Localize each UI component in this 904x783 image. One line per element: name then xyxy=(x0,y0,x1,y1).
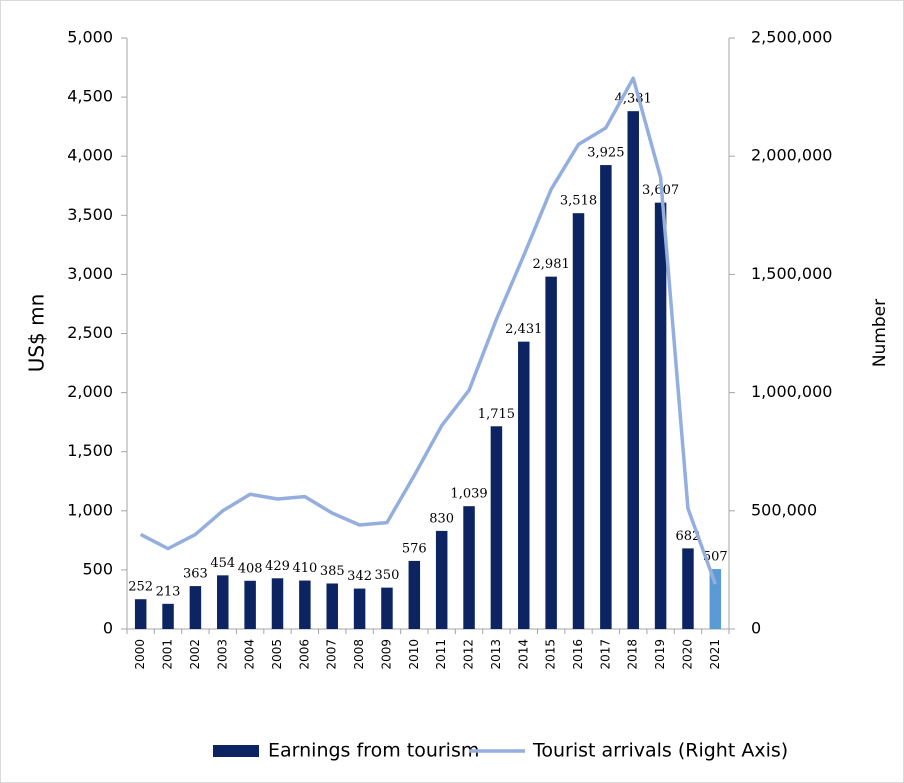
bar xyxy=(326,583,338,629)
data-label: 507 xyxy=(703,550,728,565)
bar xyxy=(518,341,530,629)
bar xyxy=(217,575,229,629)
x-tick-label: 2015 xyxy=(544,639,558,670)
bar xyxy=(435,530,448,629)
data-label: 3,925 xyxy=(587,146,624,161)
x-tick-label: 2006 xyxy=(297,639,311,670)
bar xyxy=(353,588,366,629)
x-tick-label: 2019 xyxy=(653,639,667,670)
bar xyxy=(709,569,722,629)
bar xyxy=(299,580,311,629)
bar xyxy=(463,506,475,629)
x-tick-label: 2008 xyxy=(352,639,366,670)
x-tick-label: 2001 xyxy=(161,639,175,670)
data-label: 682 xyxy=(676,529,701,544)
x-tick-label: 2014 xyxy=(516,639,530,670)
bar xyxy=(381,587,393,629)
x-tick-label: 2007 xyxy=(325,639,339,670)
y-tick-label: 4,500 xyxy=(67,87,113,106)
data-label: 1,715 xyxy=(478,407,515,422)
x-tick-label: 2010 xyxy=(407,639,421,670)
bar xyxy=(600,165,612,629)
bar xyxy=(572,213,585,629)
x-tick-label: 2016 xyxy=(571,639,585,670)
data-label: 830 xyxy=(429,511,454,526)
y-tick-label: 5,000 xyxy=(67,28,113,47)
y-tick-label: 0 xyxy=(103,619,113,638)
bar xyxy=(134,599,147,629)
x-tick-label: 2013 xyxy=(489,639,503,670)
x-tick-label: 2004 xyxy=(243,639,257,670)
x-tick-label: 2020 xyxy=(680,639,694,670)
x-tick-label: 2005 xyxy=(270,639,284,670)
x-tick-label: 2018 xyxy=(626,639,640,670)
data-label: 408 xyxy=(238,561,263,576)
bar xyxy=(490,426,503,629)
y2-tick-label: 2,000,000 xyxy=(751,146,832,165)
y2-axis-title: Number xyxy=(870,299,890,367)
y2-tick-label: 500,000 xyxy=(751,500,817,519)
y-axis-title: US$ mn xyxy=(25,294,49,373)
y2-tick-label: 1,500,000 xyxy=(751,264,832,283)
bar xyxy=(408,560,421,629)
x-tick-label: 2021 xyxy=(708,639,722,670)
x-tick-label: 2002 xyxy=(188,639,202,670)
data-label: 342 xyxy=(347,569,372,584)
y-tick-label: 3,500 xyxy=(67,205,113,224)
data-label: 410 xyxy=(292,561,317,576)
data-label: 429 xyxy=(265,559,290,574)
x-tick-label: 2011 xyxy=(434,639,448,670)
legend-label: Earnings from tourism xyxy=(268,740,479,762)
data-label: 363 xyxy=(183,567,208,582)
bar xyxy=(654,202,667,630)
legend-swatch xyxy=(213,745,259,757)
y-tick-label: 2,000 xyxy=(67,382,113,401)
y-tick-label: 2,500 xyxy=(67,323,113,342)
data-label: 252 xyxy=(128,580,153,595)
data-label: 2,431 xyxy=(505,322,542,337)
bar xyxy=(627,111,639,630)
data-label: 1,039 xyxy=(450,487,487,502)
y2-tick-label: 0 xyxy=(751,619,761,638)
bar xyxy=(162,603,174,629)
y2-tick-label: 2,500,000 xyxy=(751,28,832,47)
bar xyxy=(271,578,284,629)
x-tick-label: 2003 xyxy=(215,639,229,670)
y2-tick-label: 1,000,000 xyxy=(751,382,832,401)
data-label: 385 xyxy=(320,564,345,579)
data-label: 213 xyxy=(156,584,181,599)
data-label: 576 xyxy=(402,541,427,556)
bar xyxy=(682,548,694,629)
data-label: 2,981 xyxy=(533,257,570,272)
bar xyxy=(545,276,557,629)
x-tick-label: 2017 xyxy=(598,639,612,670)
x-tick-label: 2009 xyxy=(379,639,393,670)
y-tick-label: 4,000 xyxy=(67,146,113,165)
y-tick-label: 3,000 xyxy=(67,264,113,283)
y-tick-label: 1,000 xyxy=(67,500,113,519)
bar xyxy=(189,586,202,629)
y-tick-label: 1,500 xyxy=(67,441,113,460)
y-tick-label: 500 xyxy=(82,559,113,578)
data-label: 350 xyxy=(375,568,400,583)
x-tick-label: 2012 xyxy=(462,639,476,670)
legend-label: Tourist arrivals (Right Axis) xyxy=(532,740,788,762)
x-tick-label: 2000 xyxy=(133,639,147,670)
data-label: 3,518 xyxy=(560,194,597,209)
data-label: 454 xyxy=(210,556,235,571)
line xyxy=(139,76,717,585)
bar xyxy=(244,580,256,629)
